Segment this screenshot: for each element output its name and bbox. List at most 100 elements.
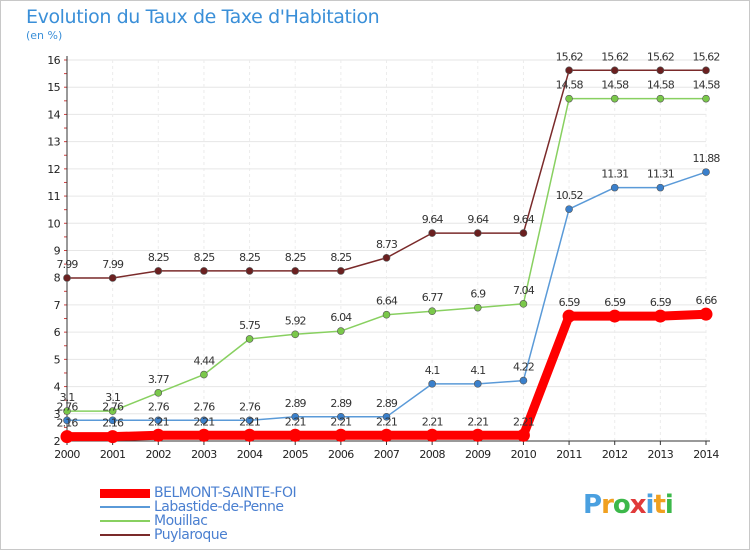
x-tick-label: 2000 — [54, 448, 80, 461]
data-point-mouillac — [382, 310, 391, 319]
data-point-puylaroque — [565, 66, 573, 75]
data-label-puylaroque: 8.25 — [239, 251, 261, 264]
chart-title: Evolution du Taux de Taxe d'Habitation — [26, 6, 380, 28]
data-label-puylaroque: 8.25 — [330, 251, 352, 264]
data-point-mouillac — [656, 94, 665, 103]
data-label-mouillac: 3.1 — [105, 391, 120, 404]
data-point-labastide-de-penne — [245, 416, 254, 425]
data-label-belmont-sainte-foi: 2.16 — [102, 417, 124, 430]
data-label-belmont-sainte-foi: 6.59 — [559, 296, 581, 309]
data-label-labastide-de-penne: 2.76 — [239, 400, 261, 413]
data-label-labastide-de-penne: 11.31 — [647, 168, 674, 181]
data-label-puylaroque: 7.99 — [102, 258, 124, 271]
data-label-mouillac: 14.58 — [601, 79, 629, 92]
data-label-labastide-de-penne: 11.88 — [693, 152, 721, 165]
logo-letter: i — [645, 490, 655, 520]
data-point-puylaroque — [519, 229, 528, 237]
data-label-puylaroque: 15.62 — [601, 50, 628, 63]
data-point-puylaroque — [291, 267, 300, 275]
y-tick-label: 5 — [54, 353, 61, 366]
legend-swatch — [100, 506, 150, 508]
data-labels: 7.99 7.99 8.25 8.25 8.25 8.25 8.25 8.73 9.64 9.64… — [57, 50, 722, 430]
data-point-mouillac — [200, 370, 208, 379]
data-label-belmont-sainte-foi: 2.21 — [376, 415, 397, 428]
data-label-puylaroque: 9.64 — [467, 213, 489, 226]
x-tick-label: 2010 — [511, 448, 537, 461]
data-point-puylaroque — [656, 66, 665, 75]
logo-letter: i — [664, 490, 674, 520]
grid — [66, 59, 707, 442]
data-label-belmont-sainte-foi: 2.21 — [467, 415, 488, 428]
y-tick-label: 7 — [54, 299, 61, 312]
data-point-labastide-de-penne — [200, 416, 208, 425]
data-label-belmont-sainte-foi: 2.21 — [239, 415, 260, 428]
y-tick-label: 8 — [54, 272, 61, 285]
data-point-belmont-sainte-foi — [516, 428, 530, 442]
data-label-labastide-de-penne: 4.1 — [425, 364, 440, 377]
data-label-labastide-de-penne: 2.76 — [193, 400, 215, 413]
y-tick-label: 11 — [47, 190, 60, 203]
y-tick-label: 15 — [47, 81, 60, 94]
y-tick-label: 4 — [54, 381, 61, 394]
data-point-labastide-de-penne — [702, 168, 710, 176]
x-tick-label: 2002 — [145, 448, 171, 461]
y-tick-label: 14 — [47, 108, 60, 121]
data-label-mouillac: 3.1 — [60, 391, 75, 404]
data-point-puylaroque — [154, 267, 163, 275]
data-point-mouillac — [519, 300, 528, 308]
x-tick-label: 2003 — [191, 448, 217, 461]
data-point-puylaroque — [610, 66, 619, 75]
data-label-mouillac: 5.92 — [285, 314, 306, 327]
data-point-mouillac — [108, 407, 117, 415]
data-label-belmont-sainte-foi: 2.21 — [285, 415, 306, 428]
y-tick-label: 2 — [54, 435, 60, 448]
data-label-belmont-sainte-foi: 2.21 — [148, 415, 169, 428]
data-point-belmont-sainte-foi — [380, 428, 393, 442]
data-label-mouillac: 4.44 — [193, 355, 215, 368]
x-tick-label: 2013 — [648, 448, 674, 461]
data-point-labastide-de-penne — [428, 380, 436, 388]
data-label-belmont-sainte-foi: 2.21 — [330, 415, 351, 428]
x-tick-label: 2006 — [328, 448, 354, 461]
legend-label: Puylaroque — [154, 527, 228, 543]
data-point-belmont-sainte-foi — [425, 428, 439, 442]
data-label-mouillac: 6.77 — [422, 291, 444, 304]
data-point-belmont-sainte-foi — [562, 309, 576, 323]
data-point-puylaroque — [473, 229, 482, 237]
data-point-belmont-sainte-foi — [106, 430, 120, 444]
data-label-mouillac: 7.04 — [513, 284, 535, 297]
data-label-belmont-sainte-foi: 2.21 — [513, 415, 534, 428]
x-tick-label: 2011 — [556, 448, 582, 461]
data-label-puylaroque: 7.99 — [57, 258, 79, 271]
data-label-labastide-de-penne: 4.1 — [470, 364, 485, 377]
data-point-puylaroque — [108, 274, 117, 282]
data-label-belmont-sainte-foi: 6.66 — [696, 294, 718, 307]
logo-letter: t — [653, 490, 665, 520]
y-tick-label: 6 — [54, 326, 61, 339]
data-point-puylaroque — [200, 267, 208, 275]
data-point-puylaroque — [337, 267, 345, 275]
legend-swatch — [100, 534, 150, 536]
y-tick-label: 12 — [47, 163, 60, 176]
data-label-belmont-sainte-foi: 2.21 — [422, 415, 443, 428]
data-point-belmont-sainte-foi — [608, 309, 622, 323]
x-tick-label: 2001 — [100, 448, 126, 461]
data-point-labastide-de-penne — [610, 183, 619, 192]
data-label-labastide-de-penne: 11.31 — [601, 168, 628, 181]
data-point-mouillac — [702, 94, 710, 103]
data-label-labastide-de-penne: 2.89 — [285, 397, 307, 410]
data-point-mouillac — [610, 94, 619, 103]
data-label-puylaroque: 8.25 — [193, 251, 215, 264]
data-point-belmont-sainte-foi — [288, 428, 302, 442]
data-point-labastide-de-penne — [519, 376, 528, 385]
data-label-labastide-de-penne: 10.52 — [556, 189, 583, 202]
data-label-mouillac: 6.04 — [330, 311, 352, 324]
legend-swatch — [100, 520, 150, 522]
data-point-belmont-sainte-foi — [243, 428, 257, 442]
data-point-labastide-de-penne — [473, 380, 482, 388]
data-label-belmont-sainte-foi: 6.59 — [650, 296, 672, 309]
data-point-puylaroque — [428, 229, 436, 237]
logo-letter: x — [629, 490, 647, 520]
data-label-mouillac: 6.64 — [376, 295, 398, 308]
